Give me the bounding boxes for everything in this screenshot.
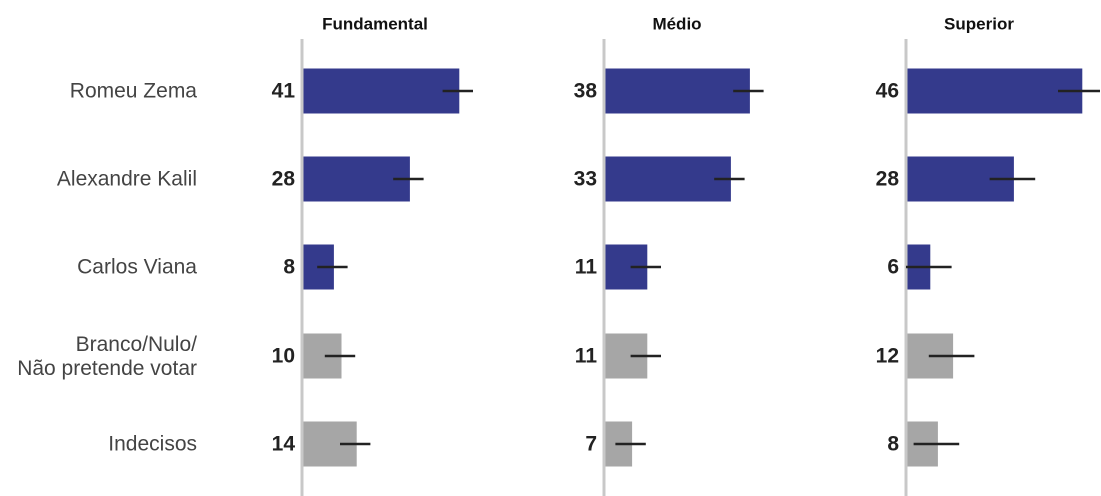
value-label: 11	[575, 345, 598, 368]
value-label: 8	[283, 256, 295, 279]
bar	[606, 157, 731, 202]
value-label: 41	[272, 80, 296, 103]
panel-title: Superior	[944, 15, 1014, 34]
panel-title: Médio	[652, 15, 701, 34]
value-label: 28	[272, 168, 296, 191]
value-label: 46	[876, 80, 899, 103]
panel-title: Fundamental	[322, 15, 428, 34]
category-label: Alexandre Kalil	[57, 168, 197, 191]
value-label: 14	[272, 433, 296, 456]
category-label: Carlos Viana	[77, 256, 197, 279]
bar	[908, 69, 1083, 114]
value-label: 38	[574, 80, 598, 103]
bar	[304, 69, 460, 114]
value-label: 8	[887, 433, 899, 456]
category-label: Indecisos	[108, 433, 197, 456]
value-label: 6	[887, 256, 899, 279]
value-label: 7	[585, 433, 597, 456]
category-label: Romeu Zema	[70, 80, 198, 103]
value-label: 10	[272, 345, 295, 368]
value-label: 28	[876, 168, 900, 191]
value-label: 11	[575, 256, 598, 279]
value-label: 33	[574, 168, 597, 191]
category-label: Branco/Nulo/Não pretende votar	[17, 333, 197, 380]
category-label-line: Branco/Nulo/	[76, 333, 198, 356]
value-label: 12	[876, 345, 899, 368]
category-label-line: Não pretende votar	[17, 357, 197, 380]
bar	[606, 69, 750, 114]
